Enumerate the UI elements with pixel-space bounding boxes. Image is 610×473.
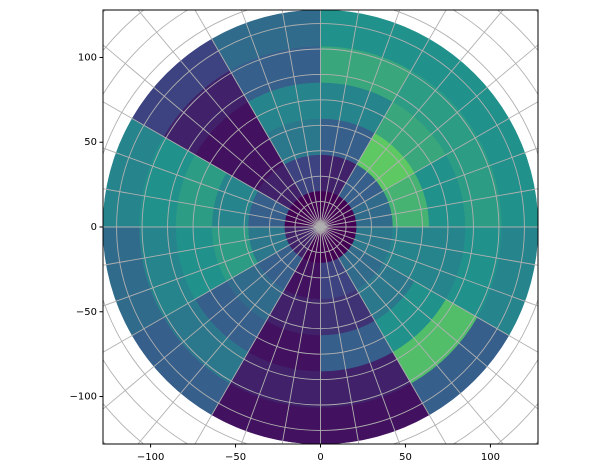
x-tick-label: 0 xyxy=(317,452,323,463)
y-tick-label: 0 xyxy=(91,222,97,233)
x-tick-label: 100 xyxy=(481,452,500,463)
y-tick-label: 100 xyxy=(78,52,97,63)
y-tick-label: −50 xyxy=(76,307,97,318)
x-tick-label: −50 xyxy=(225,452,246,463)
x-tick-label: −100 xyxy=(137,452,164,463)
x-tick-label: 50 xyxy=(399,452,412,463)
y-tick-label: −100 xyxy=(70,392,97,403)
y-tick-label: 50 xyxy=(84,137,97,148)
